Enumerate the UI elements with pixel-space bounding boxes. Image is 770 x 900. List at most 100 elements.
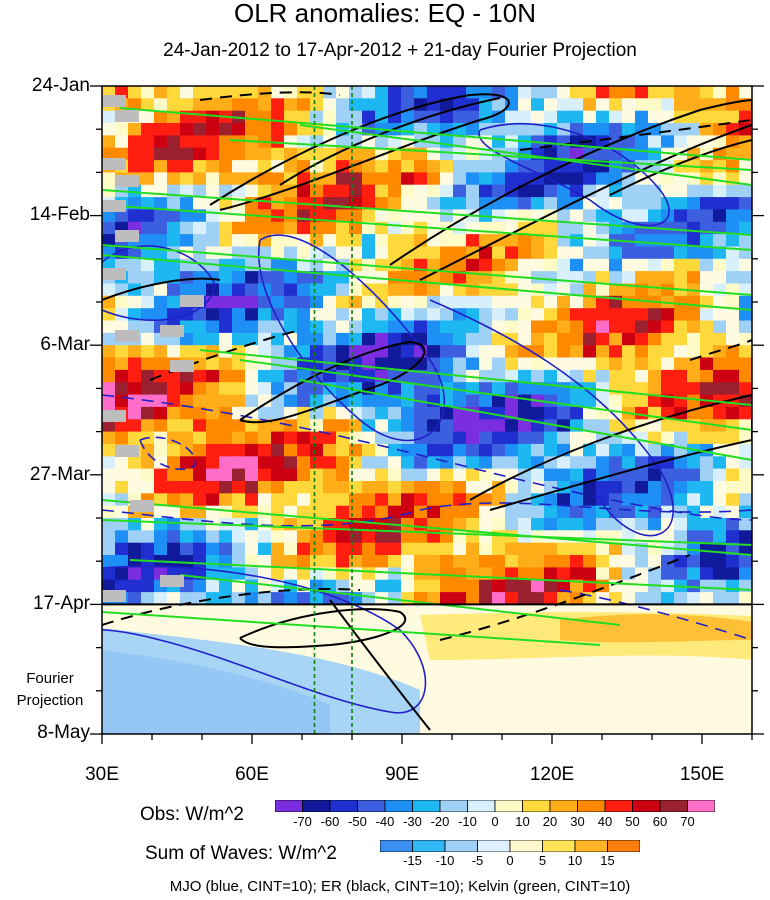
olr-cell bbox=[154, 518, 168, 532]
olr-cell bbox=[557, 468, 571, 483]
olr-cell bbox=[401, 209, 415, 224]
olr-cell bbox=[674, 332, 688, 347]
olr-cell bbox=[323, 419, 337, 434]
olr-cell bbox=[479, 419, 493, 434]
olr-cell bbox=[258, 147, 272, 162]
olr-cell bbox=[362, 357, 376, 372]
olr-cell bbox=[193, 369, 207, 384]
olr-cell bbox=[505, 295, 519, 310]
olr-cell bbox=[219, 234, 233, 249]
olr-cell bbox=[440, 493, 454, 508]
olr-cell bbox=[466, 184, 480, 199]
olr-cell bbox=[128, 419, 142, 434]
olr-cell bbox=[167, 110, 181, 125]
olr-cell bbox=[622, 86, 636, 100]
missing-data-patch bbox=[180, 295, 204, 307]
olr-cell bbox=[245, 98, 259, 113]
olr-cell bbox=[726, 209, 740, 224]
olr-cell bbox=[297, 567, 311, 582]
mjo-contour bbox=[102, 394, 752, 521]
olr-cell bbox=[310, 555, 324, 569]
olr-cell bbox=[583, 86, 597, 100]
colorbar-box bbox=[549, 800, 578, 812]
olr-cell bbox=[102, 382, 116, 397]
olr-cell bbox=[375, 530, 389, 545]
olr-cell bbox=[414, 493, 428, 508]
olr-cell bbox=[271, 86, 285, 100]
olr-cell bbox=[479, 369, 493, 384]
olr-cell bbox=[518, 456, 532, 471]
olr-cell bbox=[206, 320, 220, 335]
olr-cell bbox=[219, 184, 233, 199]
missing-data-patch bbox=[160, 325, 184, 337]
olr-cell bbox=[752, 123, 766, 137]
colorbar-box bbox=[542, 840, 576, 852]
olr-cell bbox=[700, 518, 714, 532]
olr-cell bbox=[726, 110, 740, 125]
olr-cell bbox=[232, 419, 246, 434]
olr-cell bbox=[687, 320, 701, 335]
olr-cell bbox=[219, 357, 233, 372]
olr-cell bbox=[557, 406, 571, 421]
olr-cell bbox=[141, 184, 155, 199]
olr-cell bbox=[206, 369, 220, 384]
olr-cell bbox=[128, 123, 142, 137]
olr-cell bbox=[193, 481, 207, 495]
olr-cell bbox=[635, 369, 649, 384]
olr-cell bbox=[687, 518, 701, 532]
olr-cell bbox=[596, 160, 610, 175]
olr-cell bbox=[518, 555, 532, 569]
olr-cell bbox=[128, 357, 142, 372]
olr-cell bbox=[622, 357, 636, 372]
olr-cell bbox=[687, 431, 701, 446]
olr-cell bbox=[557, 135, 571, 150]
olr-cell bbox=[245, 110, 259, 125]
olr-cell bbox=[232, 283, 246, 298]
olr-cell bbox=[544, 86, 558, 100]
olr-cell bbox=[557, 221, 571, 236]
olr-cell bbox=[570, 234, 584, 249]
olr-cell bbox=[206, 123, 220, 137]
olr-cell bbox=[700, 345, 714, 360]
olr-cell bbox=[479, 345, 493, 360]
olr-cell bbox=[609, 110, 623, 125]
olr-cell bbox=[453, 567, 467, 582]
olr-cell bbox=[505, 456, 519, 471]
contour-legend: MJO (blue, CINT=10); ER (black, CINT=10)… bbox=[169, 878, 631, 895]
olr-cell bbox=[622, 443, 636, 458]
olr-cell bbox=[141, 592, 155, 607]
olr-cell bbox=[284, 345, 298, 360]
olr-cell bbox=[687, 567, 701, 582]
olr-cell bbox=[154, 209, 168, 224]
olr-cell bbox=[596, 567, 610, 582]
olr-cell bbox=[336, 406, 350, 421]
olr-cell bbox=[154, 357, 168, 372]
colorbar-tick-label: -70 bbox=[293, 814, 312, 829]
olr-cell bbox=[336, 221, 350, 236]
kelvin-contour bbox=[102, 189, 752, 236]
olr-cell bbox=[453, 443, 467, 458]
olr-cell bbox=[362, 332, 376, 347]
olr-cell bbox=[349, 530, 363, 545]
colorbar-box bbox=[604, 800, 633, 812]
olr-cell bbox=[570, 567, 584, 582]
olr-cell bbox=[583, 456, 597, 471]
olr-cell bbox=[505, 345, 519, 360]
olr-cell bbox=[219, 493, 233, 508]
olr-cell bbox=[323, 110, 337, 125]
projection-negative-core bbox=[102, 650, 330, 734]
olr-cell bbox=[687, 234, 701, 249]
olr-cell bbox=[141, 369, 155, 384]
olr-cell bbox=[674, 530, 688, 545]
colorbar-box bbox=[444, 840, 478, 852]
olr-cell bbox=[427, 456, 441, 471]
olr-cell bbox=[622, 332, 636, 347]
olr-cell bbox=[336, 98, 350, 113]
olr-cell bbox=[323, 160, 337, 175]
olr-cell bbox=[622, 172, 636, 187]
colorbar-tick-label: 70 bbox=[680, 814, 695, 829]
olr-cell bbox=[466, 160, 480, 175]
olr-cell bbox=[115, 357, 129, 372]
olr-cell bbox=[245, 481, 259, 495]
olr-cell bbox=[141, 419, 155, 434]
